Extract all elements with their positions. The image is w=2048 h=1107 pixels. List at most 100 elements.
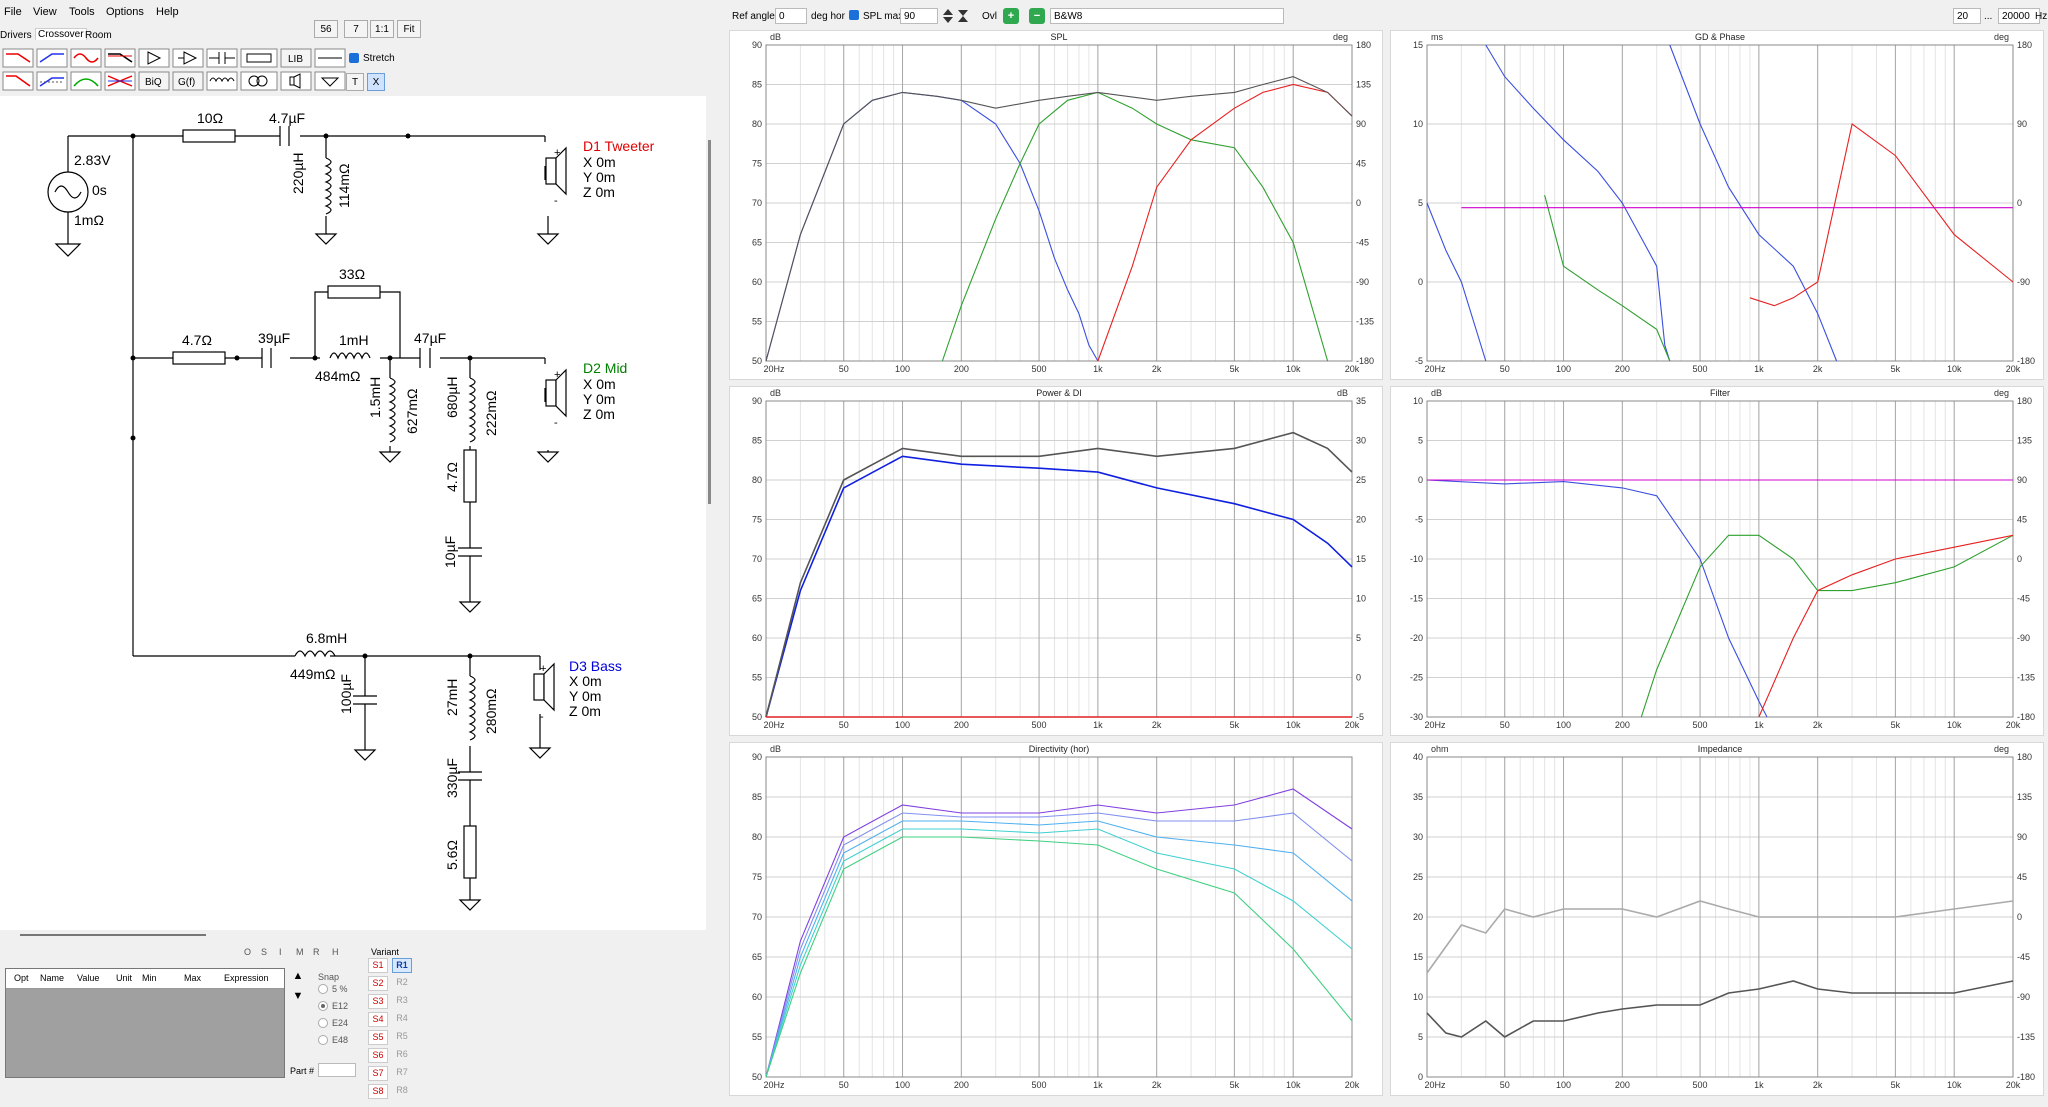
gd-phase-plot[interactable]: 15 10 5 0 -5 180 90 0 -90 -180 20Hz 50 100 200 500 1k 2k…: [1390, 30, 2044, 380]
highpass-blue-button[interactable]: [36, 48, 68, 68]
zoom-7-button[interactable]: 7: [344, 20, 368, 38]
flag-i[interactable]: I: [279, 947, 282, 957]
inductor-button[interactable]: [206, 71, 238, 91]
bass-cap1-label[interactable]: 100µF: [338, 674, 354, 714]
bass-inductor2-r-label[interactable]: 280mΩ: [483, 688, 499, 735]
freq-min-input[interactable]: [1953, 8, 1981, 24]
flag-r[interactable]: R: [313, 947, 320, 957]
library-button[interactable]: LIB: [280, 48, 312, 68]
highpass2-blue-button[interactable]: [36, 71, 68, 91]
col-expression[interactable]: Expression: [224, 973, 269, 983]
move-down-arrow-icon[interactable]: ▼: [292, 990, 304, 1002]
bass-inductor1-label[interactable]: 6.8mH: [306, 630, 348, 646]
mid-cap2-label[interactable]: 47µF: [414, 330, 447, 346]
tweeter-inductor-label[interactable]: 220µH: [290, 152, 306, 194]
splitter-handle[interactable]: [20, 934, 206, 936]
mid-inductor2-r-label[interactable]: 627mΩ: [404, 388, 420, 435]
transformer-button[interactable]: [240, 71, 278, 91]
variant-r6[interactable]: R6: [396, 1049, 408, 1059]
col-opt[interactable]: Opt: [14, 973, 29, 983]
bass-inductor1-r-label[interactable]: 449mΩ: [290, 666, 336, 682]
biquad-button[interactable]: BiQ: [138, 71, 170, 91]
x-button[interactable]: X: [367, 73, 385, 91]
tab-crossover[interactable]: Crossover: [35, 28, 87, 40]
mid-inductor2-label[interactable]: 1.5mH: [367, 376, 383, 418]
tweeter-resistor-label[interactable]: 10Ω: [197, 110, 224, 126]
variant-s2[interactable]: S2: [368, 976, 388, 991]
gf-button[interactable]: G(f): [172, 71, 204, 91]
menu-file[interactable]: File: [4, 6, 22, 18]
flag-h[interactable]: H: [332, 947, 339, 957]
mid-inductor1-label[interactable]: 1mH: [339, 332, 369, 348]
flag-o[interactable]: O: [244, 947, 252, 957]
mid-resistor1-label[interactable]: 4.7Ω: [182, 332, 212, 348]
spl-max-input[interactable]: [900, 8, 938, 24]
tweeter-inductor-r-label[interactable]: 114mΩ: [336, 163, 352, 208]
add-overlay-button[interactable]: +: [1003, 8, 1019, 24]
stretch-checkbox[interactable]: [349, 53, 359, 63]
amp-button[interactable]: [138, 48, 170, 68]
mid-inductor3-r-label[interactable]: 222mΩ: [483, 390, 499, 437]
variant-s5[interactable]: S5: [368, 1030, 388, 1045]
zoom-56-button[interactable]: 56: [314, 20, 338, 38]
variant-r1[interactable]: R1: [392, 958, 412, 973]
mid-parallel-resistor-label[interactable]: 33Ω: [339, 266, 366, 282]
wire-button[interactable]: [314, 48, 346, 68]
col-max[interactable]: Max: [184, 973, 202, 983]
menu-view[interactable]: View: [33, 6, 57, 18]
snap-radio-e48[interactable]: [318, 1035, 328, 1045]
bandpass-red-button[interactable]: [70, 48, 102, 68]
mid-inductor1-r-label[interactable]: 484mΩ: [315, 368, 361, 384]
mid-cap3-label[interactable]: 10µF: [442, 535, 458, 568]
mid-driver-name[interactable]: D2 Mid: [583, 360, 628, 376]
ground-button[interactable]: [314, 71, 346, 91]
bandpass-green-button[interactable]: [70, 71, 102, 91]
bass-cap2-label[interactable]: 330µF: [444, 758, 460, 798]
variant-r5[interactable]: R5: [396, 1031, 408, 1041]
bass-inductor2-label[interactable]: 27mH: [444, 678, 460, 716]
buffer-button[interactable]: [172, 48, 204, 68]
power-di-plot[interactable]: 90 85 80 75 70 65 60 55 50 35 30 25 20 15 10 5 0 -5 20Hz 50…: [729, 386, 1383, 736]
variant-s1[interactable]: S1: [368, 958, 388, 973]
menu-help[interactable]: Help: [156, 6, 179, 18]
notch-button[interactable]: [104, 48, 136, 68]
zoom-fit-button[interactable]: Fit: [397, 20, 421, 38]
variant-r2[interactable]: R2: [396, 977, 408, 987]
optimizer-table[interactable]: Opt Name Value Unit Min Max Expression: [5, 968, 285, 1078]
capacitor-button[interactable]: [206, 48, 238, 68]
mid-cap1-label[interactable]: 39µF: [258, 330, 291, 346]
variant-r3[interactable]: R3: [396, 995, 408, 1005]
bass-resistor-label[interactable]: 5.6Ω: [444, 840, 460, 870]
directivity-plot[interactable]: 90 85 80 75 70 65 60 55 50 20Hz 50 100 200 500 1k 2k 5k 1…: [729, 742, 1383, 1096]
col-min[interactable]: Min: [142, 973, 157, 983]
spl-max-checkbox[interactable]: [849, 10, 859, 20]
tab-room[interactable]: Room: [85, 30, 112, 41]
spl-spin-controls[interactable]: [941, 7, 971, 25]
variant-r8[interactable]: R8: [396, 1085, 408, 1095]
variant-r4[interactable]: R4: [396, 1013, 408, 1023]
driver-button[interactable]: [280, 71, 312, 91]
snap-radio-5pct[interactable]: [318, 984, 328, 994]
tab-drivers[interactable]: Drivers: [0, 30, 32, 41]
col-unit[interactable]: Unit: [116, 973, 133, 983]
menu-options[interactable]: Options: [106, 6, 144, 18]
project-name-field[interactable]: [1050, 8, 1284, 24]
freq-max-input[interactable]: [1998, 8, 2040, 24]
tweeter-driver-name[interactable]: D1 Tweeter: [583, 138, 655, 154]
variant-s7[interactable]: S7: [368, 1066, 388, 1081]
flag-m[interactable]: M: [296, 947, 304, 957]
col-name[interactable]: Name: [40, 973, 65, 983]
crossover-button[interactable]: [104, 71, 136, 91]
variant-s8[interactable]: S8: [368, 1084, 388, 1099]
impedance-plot[interactable]: 40 35 30 25 20 15 10 5 0 180 135 90 45 0 -45 -90 -135 -18…: [1390, 742, 2044, 1096]
variant-s6[interactable]: S6: [368, 1048, 388, 1063]
zoom-1to1-button[interactable]: 1:1: [370, 20, 394, 38]
spl-plot[interactable]: 90 85 80 75 70 65 60 55 50 180 135 90 45 0 -45 -90 -135 -…: [729, 30, 1383, 380]
lowpass-red-button[interactable]: [2, 48, 34, 68]
menu-tools[interactable]: Tools: [69, 6, 95, 18]
remove-overlay-button[interactable]: −: [1029, 8, 1045, 24]
tweeter-cap-label[interactable]: 4.7µF: [269, 110, 306, 126]
move-up-arrow-icon[interactable]: ▲: [292, 970, 304, 982]
schematic-scrollbar[interactable]: [708, 140, 711, 504]
t-button[interactable]: T: [346, 73, 364, 91]
